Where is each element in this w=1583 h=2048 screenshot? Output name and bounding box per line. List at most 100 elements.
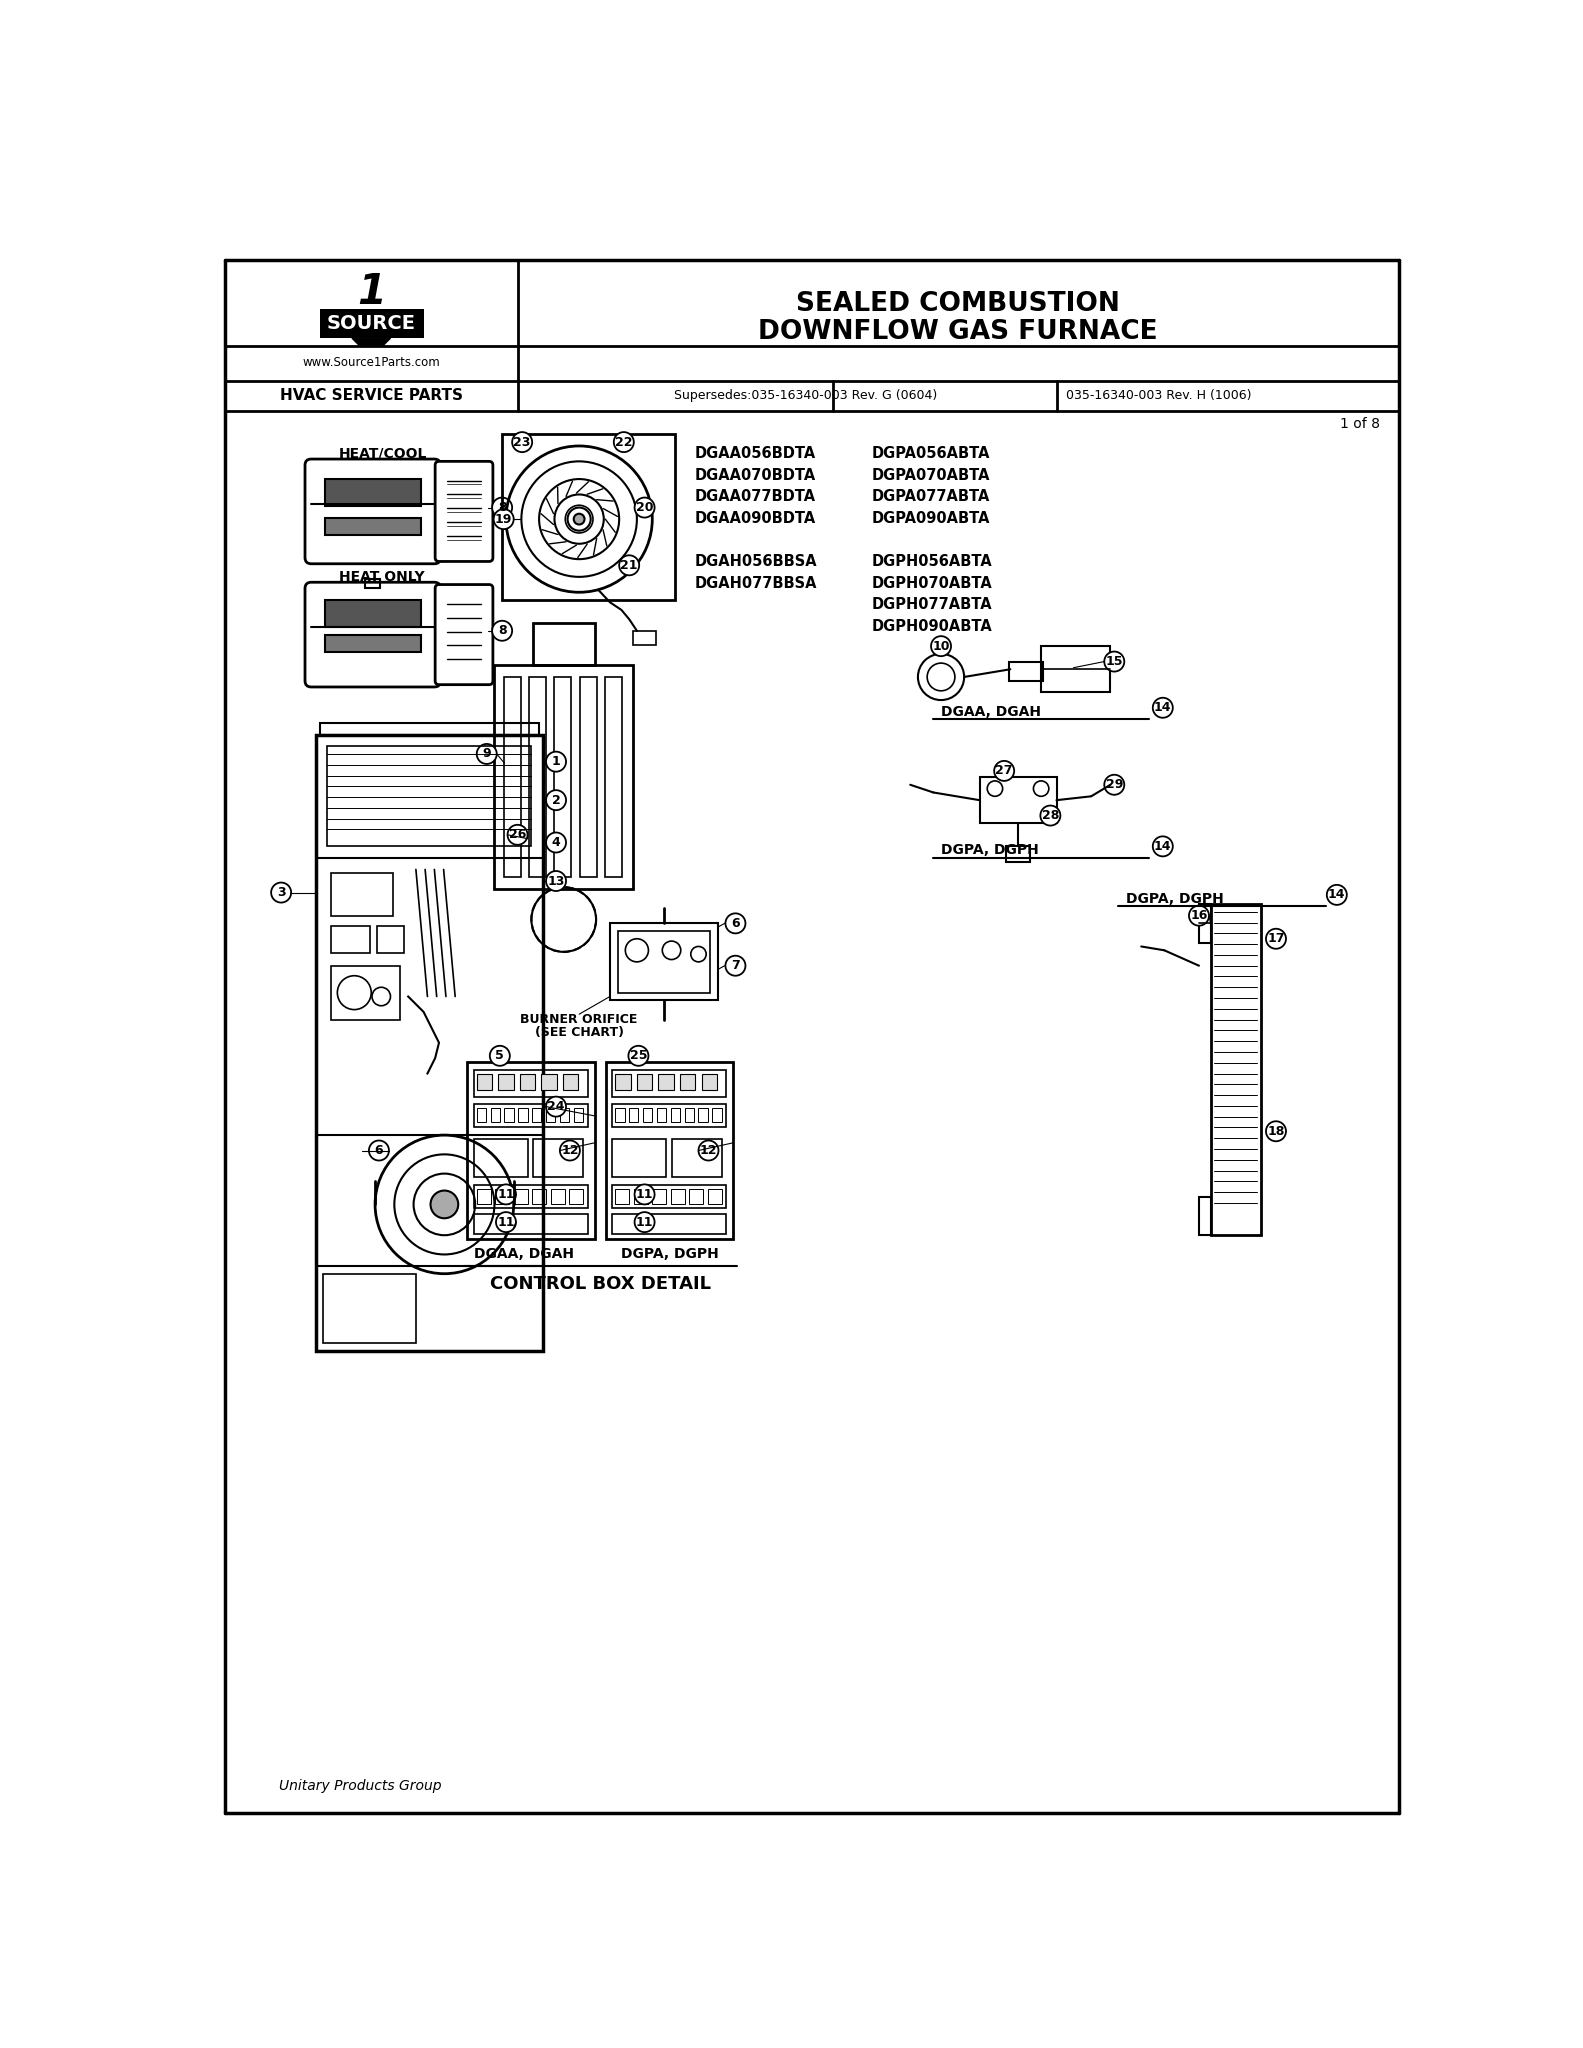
Bar xyxy=(633,631,655,645)
Bar xyxy=(533,623,595,666)
Circle shape xyxy=(573,514,584,524)
Bar xyxy=(473,1069,587,1096)
Text: DGPH070ABTA: DGPH070ABTA xyxy=(872,575,993,590)
Bar xyxy=(320,723,540,735)
Bar xyxy=(573,1108,583,1122)
Bar xyxy=(505,1108,513,1122)
Text: 1: 1 xyxy=(356,270,386,313)
Text: 3: 3 xyxy=(277,887,285,899)
Bar xyxy=(328,745,532,846)
Text: DGAA090BDTA: DGAA090BDTA xyxy=(695,510,815,526)
Bar xyxy=(613,1186,727,1208)
Circle shape xyxy=(489,1047,510,1065)
Text: DGPA090ABTA: DGPA090ABTA xyxy=(872,510,991,526)
Text: SOURCE: SOURCE xyxy=(326,313,416,334)
Bar xyxy=(533,1139,583,1178)
Bar xyxy=(570,1190,583,1204)
Text: 28: 28 xyxy=(1042,809,1059,821)
Text: 9: 9 xyxy=(483,748,491,760)
Text: 8: 8 xyxy=(497,625,507,637)
Circle shape xyxy=(994,762,1015,780)
Bar xyxy=(503,678,521,877)
FancyBboxPatch shape xyxy=(306,582,440,686)
Text: Unitary Products Group: Unitary Products Group xyxy=(279,1780,442,1792)
Bar xyxy=(476,1073,492,1090)
Text: 17: 17 xyxy=(1268,932,1285,946)
Text: 23: 23 xyxy=(513,436,530,449)
Text: DGAH056BBSA: DGAH056BBSA xyxy=(695,553,817,569)
Bar xyxy=(495,1190,510,1204)
Bar xyxy=(532,1190,546,1204)
Bar xyxy=(613,1139,666,1178)
Text: 4: 4 xyxy=(551,836,560,850)
Circle shape xyxy=(635,1184,655,1204)
Bar xyxy=(657,1108,666,1122)
Bar xyxy=(325,479,421,506)
Text: BURNER ORIFICE: BURNER ORIFICE xyxy=(521,1014,638,1026)
Text: DGAA070BDTA: DGAA070BDTA xyxy=(695,467,815,483)
Text: DGPH090ABTA: DGPH090ABTA xyxy=(872,618,993,633)
Circle shape xyxy=(546,752,567,772)
Text: DGPA077ABTA: DGPA077ABTA xyxy=(872,489,989,504)
Bar xyxy=(636,1073,652,1090)
Bar xyxy=(643,1108,652,1122)
Bar xyxy=(671,1108,681,1122)
Text: HVAC SERVICE PARTS: HVAC SERVICE PARTS xyxy=(280,389,462,403)
Circle shape xyxy=(1040,805,1061,825)
FancyBboxPatch shape xyxy=(435,584,492,684)
Bar xyxy=(616,1073,630,1090)
Text: HEAT ONLY: HEAT ONLY xyxy=(339,569,424,584)
Text: DGPA, DGPH: DGPA, DGPH xyxy=(1126,891,1224,905)
Text: 2: 2 xyxy=(551,795,560,807)
Bar xyxy=(499,1073,513,1090)
Text: 6: 6 xyxy=(375,1145,383,1157)
Text: 19: 19 xyxy=(495,512,513,526)
Bar xyxy=(708,1190,722,1204)
Bar xyxy=(529,678,546,877)
Circle shape xyxy=(271,883,291,903)
Text: 26: 26 xyxy=(508,827,526,842)
Text: 6: 6 xyxy=(731,918,739,930)
Bar xyxy=(325,600,421,627)
Text: 11: 11 xyxy=(497,1217,514,1229)
Bar xyxy=(633,1190,647,1204)
Bar xyxy=(698,1108,708,1122)
Bar xyxy=(325,635,421,651)
Bar xyxy=(473,1104,587,1126)
Bar xyxy=(1008,662,1043,680)
Text: 13: 13 xyxy=(548,874,565,887)
Bar xyxy=(331,926,370,952)
Circle shape xyxy=(725,956,746,975)
Bar xyxy=(1042,647,1110,692)
Bar xyxy=(518,1108,527,1122)
Bar xyxy=(980,776,1056,823)
Text: 15: 15 xyxy=(1105,655,1122,668)
Text: DOWNFLOW GAS FURNACE: DOWNFLOW GAS FURNACE xyxy=(758,319,1157,344)
Circle shape xyxy=(1105,651,1124,672)
Text: 27: 27 xyxy=(996,764,1013,778)
Circle shape xyxy=(1266,1120,1285,1141)
Circle shape xyxy=(931,637,951,655)
Bar xyxy=(1198,903,1211,942)
Bar xyxy=(532,1108,541,1122)
Bar xyxy=(617,932,711,993)
Text: 22: 22 xyxy=(616,436,633,449)
Text: SEALED COMBUSTION: SEALED COMBUSTION xyxy=(796,291,1119,317)
Text: DGPA070ABTA: DGPA070ABTA xyxy=(872,467,991,483)
Bar xyxy=(616,1108,625,1122)
Text: 5: 5 xyxy=(495,1049,505,1063)
Text: 7: 7 xyxy=(731,958,739,973)
Text: 24: 24 xyxy=(548,1100,565,1114)
Circle shape xyxy=(1152,698,1173,717)
Text: 29: 29 xyxy=(1105,778,1122,791)
Circle shape xyxy=(1266,928,1285,948)
Bar xyxy=(494,666,633,889)
Circle shape xyxy=(1327,885,1347,905)
Bar xyxy=(560,1108,570,1122)
Text: CONTROL BOX DETAIL: CONTROL BOX DETAIL xyxy=(491,1274,711,1292)
Bar xyxy=(659,1073,674,1090)
Circle shape xyxy=(495,1212,516,1233)
Bar xyxy=(315,735,543,1352)
Bar xyxy=(476,1108,486,1122)
Bar xyxy=(613,1214,727,1233)
